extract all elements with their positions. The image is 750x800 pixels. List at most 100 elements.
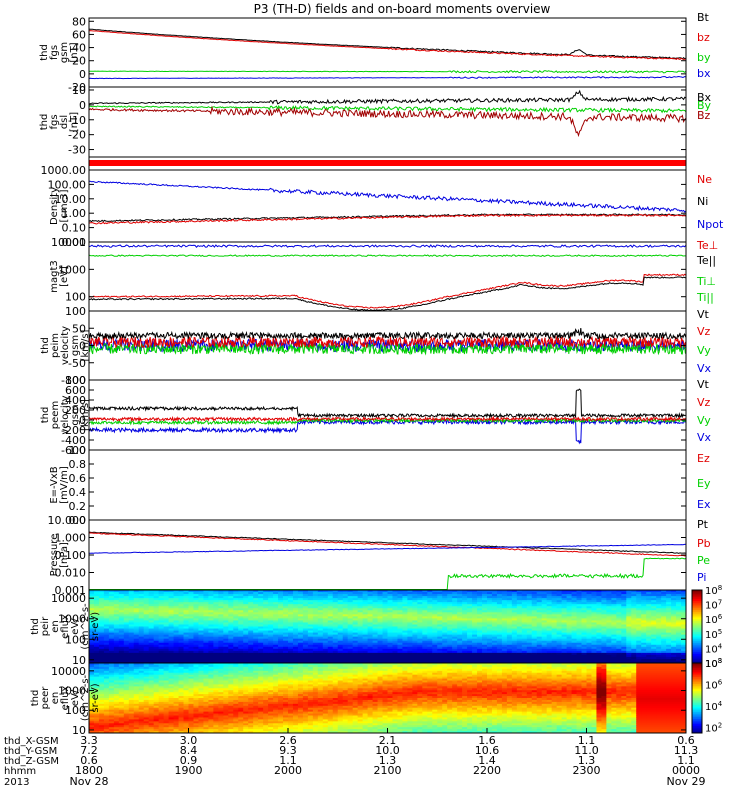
y-axis-label: [nT]	[69, 42, 80, 62]
ytick-label: 10	[72, 724, 86, 737]
legend-temperature-2: Ti⊥	[696, 275, 716, 288]
legend-pressure-2: Pe	[697, 554, 710, 567]
legend-density-1: Ni	[697, 195, 708, 208]
by-dsl-trace	[89, 104, 686, 114]
y-axis-label: peer	[40, 686, 51, 710]
y-axis-label: [km/s]	[80, 329, 91, 361]
xaxis-value: 1.3	[379, 754, 397, 767]
xaxis-value: 7.2	[80, 744, 98, 757]
y-axis-label: eflux	[60, 614, 71, 639]
legend-peim_velocity-3: Vx	[697, 362, 712, 375]
xaxis-row-label: hhmm	[4, 766, 36, 777]
colorbar-label: 104	[705, 642, 723, 655]
density-traces	[89, 180, 686, 225]
ytick-label: -600	[61, 444, 86, 457]
legend-density-0: Ne	[697, 173, 712, 186]
y-axis-label: eV/	[70, 689, 81, 706]
y-axis-label: thd	[40, 337, 51, 354]
xaxis-value: 1.1	[578, 734, 596, 747]
xaxis-value: 10.6	[475, 744, 500, 757]
ytick-label: 1000.00	[41, 164, 87, 177]
y-axis-label: [cm-3]	[59, 189, 70, 222]
ytick-label: 20	[72, 55, 86, 68]
y-axis-label: thd	[39, 44, 50, 61]
pe-trace	[89, 557, 686, 590]
ytick-label: 0.4	[69, 486, 87, 499]
peim_velocity-traces	[89, 327, 686, 356]
colorbar-label: 104	[705, 700, 723, 713]
ytick-label: -20	[68, 81, 86, 94]
ytick-label: 0.100	[55, 549, 87, 562]
ytick-label: 10	[72, 654, 86, 667]
bx-dsl-trace	[89, 89, 686, 105]
xaxis-value: 2300	[573, 764, 601, 777]
legend-efield-2: Ex	[697, 498, 711, 511]
xaxis-value: Nov 29	[667, 775, 706, 788]
ytick-label: -10	[68, 114, 86, 127]
ytick-label: 1.00	[62, 207, 87, 220]
xaxis-value: 0000	[672, 764, 700, 777]
xaxis-value: 1.1	[279, 754, 297, 767]
xaxis-row-label: thd_Y-GSM	[4, 746, 57, 757]
legend-pressure-3: Pi	[697, 571, 706, 584]
legend-peim_velocity-1: Vz	[697, 325, 711, 338]
ytick-label: 1000	[58, 685, 86, 698]
legend-peem_velocity-0: Vt	[697, 378, 710, 391]
ne-trace	[89, 213, 686, 225]
legend-temperature-0: Te⊥	[696, 239, 718, 252]
ytick-label: 0.10	[62, 222, 87, 235]
ytick-label: 0.2	[69, 500, 87, 513]
ytick-label: 0	[79, 414, 86, 427]
y-axis-label: thd	[30, 618, 41, 635]
vt-peem-trace	[89, 388, 686, 419]
ytick-label: 100	[65, 633, 86, 646]
fgs_dsl-frame	[88, 86, 687, 158]
npot-trace	[89, 180, 686, 213]
xaxis-value: 1.6	[478, 734, 496, 747]
fgs_dsl-traces	[89, 89, 686, 138]
xaxis-row-label: thd_X-GSM	[4, 736, 59, 747]
xaxis-value: 1.1	[677, 754, 695, 767]
ytick-label: -100	[61, 374, 86, 387]
xaxis-value: 1.3	[578, 754, 596, 767]
panel-pressure: 0.001 0.010 0.100 1.000 10.000 Pressure [nPa] P…	[48, 514, 711, 597]
ytick-label: 0.8	[69, 458, 87, 471]
mode-bar	[89, 160, 686, 166]
panel-temperature: 100 1000 10000 magt3 [eV] Te⊥ Te|| Ti⊥ Ti||	[49, 236, 718, 312]
ytick-label: 10000	[51, 236, 86, 249]
ytick-label: 200	[65, 404, 86, 417]
vt-trace	[89, 327, 686, 341]
y-axis-label: magt3	[49, 260, 60, 293]
y-axis-label: (cm^2-s-	[80, 603, 91, 650]
legend-peim_velocity-0: Vt	[697, 308, 710, 321]
ytick-label: -200	[61, 424, 86, 437]
legend-pressure-1: Pb	[697, 537, 711, 550]
ytick-label: 600	[65, 384, 86, 397]
y-axis-label: fgs	[49, 45, 60, 60]
peem_velocity-traces	[89, 388, 686, 445]
colorbar-label: 103	[705, 657, 722, 670]
xaxis-value: 2.6	[279, 734, 297, 747]
ytick-label: 1.000	[55, 532, 87, 545]
legend-fgs_dsl-2: Bz	[697, 109, 711, 122]
y-axis-label: [nPa]	[59, 542, 70, 568]
y-axis-label: peim	[50, 333, 61, 358]
y-axis-label: peir	[40, 616, 51, 636]
legend-peem_velocity-2: Vy	[697, 414, 711, 427]
time-axis: thd_X-GSM 3.3 3.0 2.6 2.1 1.6 1.1 0.6 thd_Y-GSM 7…	[4, 728, 705, 788]
ytick-label: -400	[61, 434, 86, 447]
ytick-label: 10000	[51, 592, 86, 605]
y-axis-label: Pressure	[49, 534, 60, 577]
ti-par-trace	[89, 254, 686, 258]
y-axis-label: velocity	[60, 326, 71, 365]
ytick-label: 80	[72, 15, 86, 28]
ytick-label: -50	[68, 357, 86, 370]
colorbar-label: 105	[705, 628, 722, 641]
colorbar-label: 108	[705, 584, 722, 597]
legend-fgs_gsm-2: by	[697, 51, 711, 64]
